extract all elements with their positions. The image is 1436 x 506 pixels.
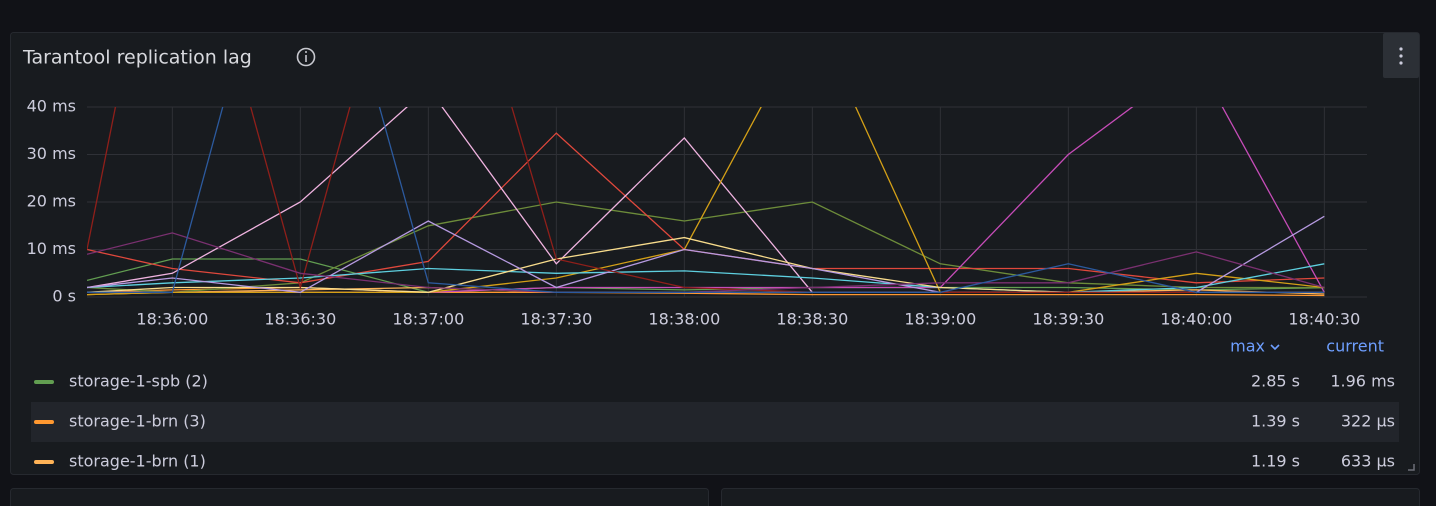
x-tick-label: 18:40:30 [1288, 310, 1360, 329]
series-line [87, 263, 1325, 293]
x-tick-label: 18:40:00 [1160, 310, 1232, 329]
x-tick-label: 18:38:00 [648, 310, 720, 329]
x-tick-label: 18:38:30 [776, 310, 848, 329]
legend-max: 2.85 s [1251, 372, 1300, 391]
y-tick-label: 20 ms [27, 192, 76, 211]
panel [10, 488, 709, 506]
series-line [87, 107, 1325, 293]
legend-current: 1.96 ms [1330, 372, 1395, 391]
x-tick-label: 18:36:00 [136, 310, 208, 329]
x-tick-label: 18:36:30 [264, 310, 336, 329]
resize-handle[interactable] [1408, 464, 1415, 471]
legend-swatch [34, 460, 54, 464]
panel-menu[interactable] [1383, 33, 1419, 78]
y-tick-label: 30 ms [27, 144, 76, 163]
series-line [87, 107, 1325, 293]
legend-column-header: max [1230, 337, 1265, 356]
legend-row-highlight [31, 402, 1399, 442]
legend-name: storage-1-brn (1) [69, 452, 206, 471]
sort-chevron [1270, 344, 1280, 351]
series-line [87, 258, 1325, 293]
panel-title: Tarantool replication lag [22, 47, 252, 69]
series-line [87, 286, 1325, 297]
x-tick-label: 18:39:30 [1032, 310, 1104, 329]
x-tick-label: 18:37:00 [392, 310, 464, 329]
info-icon[interactable] [296, 47, 316, 67]
legend-max: 1.39 s [1251, 412, 1300, 431]
legend-swatch [34, 420, 54, 424]
y-tick-label: 10 ms [27, 239, 76, 258]
legend-column-header: current [1326, 337, 1384, 356]
legend-name: storage-1-brn (3) [69, 412, 206, 431]
legend-swatch [34, 380, 54, 384]
panel [721, 488, 1420, 506]
series-line [87, 201, 1325, 293]
x-tick-label: 18:39:00 [904, 310, 976, 329]
legend-current: 633 μs [1341, 452, 1395, 471]
legend-max: 1.19 s [1251, 452, 1300, 471]
y-tick-label: 0 s [52, 287, 76, 306]
y-tick-label: 40 ms [27, 97, 76, 116]
legend-name: storage-1-spb (2) [69, 372, 208, 391]
x-tick-label: 18:37:30 [520, 310, 592, 329]
legend-current: 322 μs [1341, 412, 1395, 431]
